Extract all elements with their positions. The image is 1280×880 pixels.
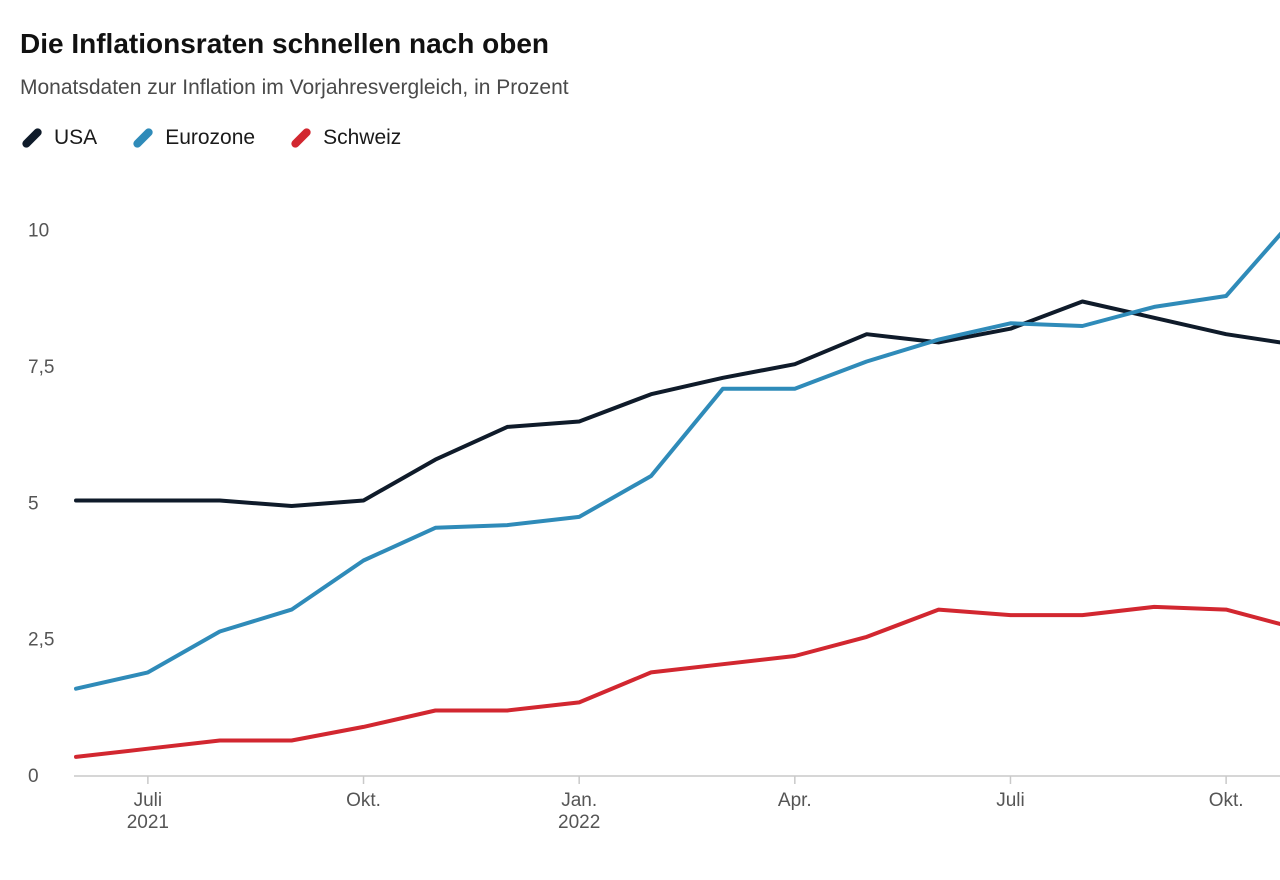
svg-text:Okt.: Okt. xyxy=(1209,790,1244,811)
legend-label-usa: USA xyxy=(54,126,97,150)
svg-text:Jan.: Jan. xyxy=(561,790,597,811)
svg-text:2,5: 2,5 xyxy=(28,630,54,651)
legend-swatch-eurozone xyxy=(132,127,155,150)
legend-label-schweiz: Schweiz xyxy=(323,126,401,150)
svg-text:0: 0 xyxy=(28,766,39,787)
legend-item-schweiz: Schweiz xyxy=(289,126,401,150)
legend: USA Eurozone Schweiz xyxy=(20,126,1260,150)
chart-title: Die Inflationsraten schnellen nach oben xyxy=(20,28,1260,60)
series-line-eurozone xyxy=(76,214,1280,689)
svg-text:10: 10 xyxy=(28,221,49,242)
legend-label-eurozone: Eurozone xyxy=(165,126,255,150)
svg-text:Juli: Juli xyxy=(996,790,1025,811)
series-line-usa xyxy=(76,302,1280,507)
svg-text:Apr.: Apr. xyxy=(778,790,812,811)
legend-item-usa: USA xyxy=(20,126,97,150)
svg-text:2022: 2022 xyxy=(558,812,600,832)
series-line-schweiz xyxy=(76,607,1280,757)
svg-text:Juli: Juli xyxy=(134,790,163,811)
chart-subtitle: Monatsdaten zur Inflation im Vorjahresve… xyxy=(20,76,1260,100)
chart-container: Die Inflationsraten schnellen nach oben … xyxy=(0,0,1280,880)
legend-swatch-usa xyxy=(21,127,44,150)
svg-text:7,5: 7,5 xyxy=(28,357,54,378)
svg-text:2021: 2021 xyxy=(127,812,169,832)
legend-item-eurozone: Eurozone xyxy=(131,126,255,150)
legend-swatch-schweiz xyxy=(290,127,313,150)
svg-text:Okt.: Okt. xyxy=(346,790,381,811)
chart-svg: 02,557,510Juli2021Okt.Jan.2022Apr.JuliOk… xyxy=(20,166,1280,832)
chart-plot: 02,557,510Juli2021Okt.Jan.2022Apr.JuliOk… xyxy=(20,166,1260,832)
svg-text:5: 5 xyxy=(28,493,39,514)
